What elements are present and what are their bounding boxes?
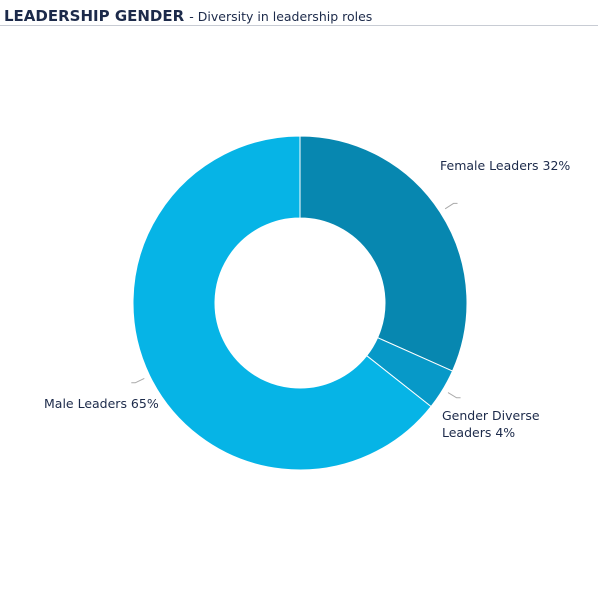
- chart-title: LEADERSHIP GENDER: [4, 7, 185, 25]
- leader-line: [444, 202, 458, 210]
- donut-slice: [132, 135, 432, 471]
- leader-line: [131, 377, 145, 384]
- leader-line: [447, 392, 461, 399]
- data-label: Female Leaders 32%: [440, 158, 571, 173]
- donut-slice: [299, 135, 468, 372]
- chart-subtitle: - Diversity in leadership roles: [189, 9, 373, 24]
- header: LEADERSHIP GENDER - Diversity in leaders…: [4, 6, 372, 25]
- data-label: Male Leaders 65%: [44, 396, 159, 411]
- divider: [0, 25, 598, 26]
- data-label: Gender Diverse Leaders 4%: [442, 408, 540, 440]
